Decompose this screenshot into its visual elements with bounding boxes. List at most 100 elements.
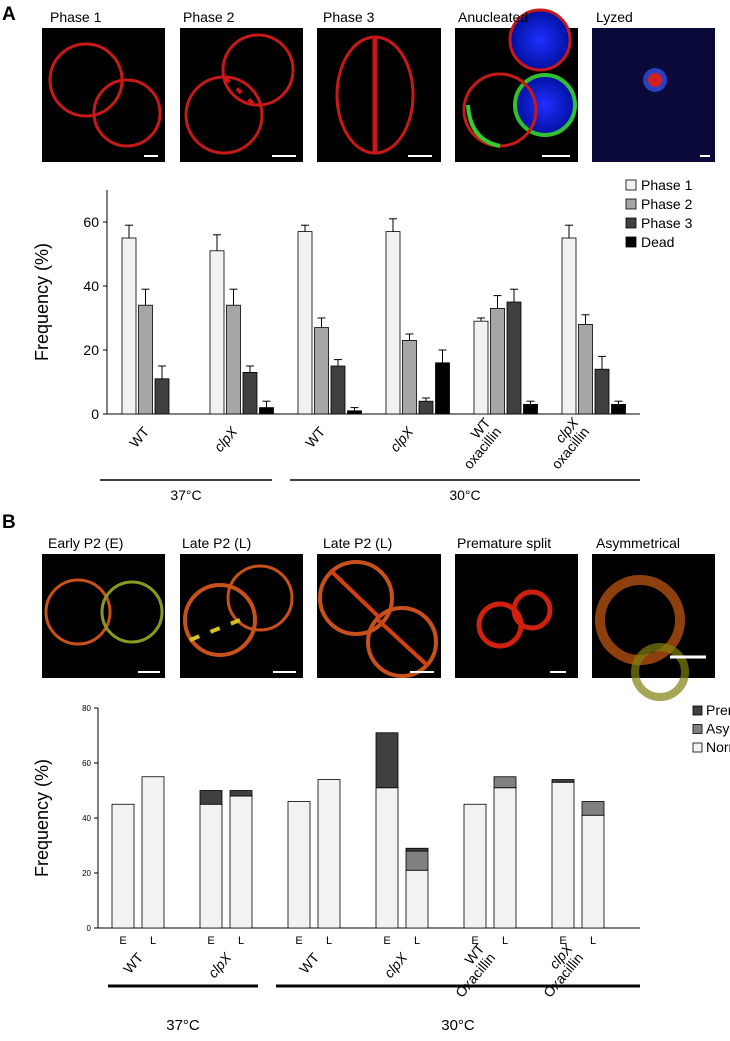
x-tick-label: E: [119, 935, 126, 947]
legend-label: Asymmetrical: [706, 721, 730, 737]
bar: [385, 231, 401, 415]
bar: [259, 407, 274, 415]
x-tick-label: E: [295, 935, 302, 947]
bar-segment: [581, 801, 605, 816]
bar-segment: [229, 795, 253, 929]
x-tick-label: E: [207, 935, 214, 947]
legend-label: Phase 1: [641, 177, 693, 193]
micrograph: [317, 28, 441, 162]
image-label: Phase 3: [323, 9, 375, 25]
legend-swatch: [625, 179, 637, 191]
x-tick-label: E: [471, 935, 478, 947]
error-bar: [493, 295, 502, 309]
bar: [490, 307, 505, 415]
bar: [402, 339, 417, 415]
x-tick-label: L: [414, 935, 420, 947]
micrograph: [42, 554, 165, 678]
error-bar: [438, 349, 447, 363]
bar: [138, 304, 153, 415]
error-bar: [301, 224, 309, 232]
image-label: Anucleated: [458, 9, 528, 25]
legend-label: Premature split: [706, 702, 730, 718]
x-group-label: clpX: [381, 949, 411, 981]
error-bar: [229, 288, 238, 306]
bar: [209, 250, 225, 415]
bar-segment: [229, 790, 253, 797]
x-tick-label: WT: [120, 949, 147, 976]
legend-swatch: [692, 724, 703, 734]
bar-segment: [405, 847, 429, 852]
y-axis-label: Frequency (%): [32, 243, 52, 361]
x-tick-label: L: [590, 935, 596, 947]
image-label: Early P2 (E): [48, 535, 123, 551]
image-label: Lyzed: [596, 9, 633, 25]
legend-swatch: [625, 217, 637, 229]
bar-segment: [375, 787, 399, 929]
y-tick-label: 40: [83, 278, 99, 294]
bar: [121, 237, 137, 415]
bar-segment: [141, 776, 165, 929]
bar: [435, 362, 450, 415]
bar: [473, 320, 489, 415]
bar: [297, 231, 313, 415]
image-labels: Phase 1 Phase 2 Phase 3 Anucleated Lyzed…: [48, 9, 680, 551]
legend-label: Dead: [641, 234, 674, 250]
error-bar: [246, 365, 254, 373]
bar: [506, 301, 522, 415]
bar-segment: [405, 850, 429, 871]
error-bar: [477, 317, 485, 322]
bar: [523, 403, 538, 415]
bar-segment: [493, 776, 517, 789]
bar-segment: [111, 803, 135, 929]
bar: [418, 400, 434, 415]
bar: [347, 410, 362, 415]
x-tick-label: E: [559, 935, 566, 947]
error-bar: [598, 355, 606, 370]
x-group-label: WT: [296, 949, 323, 976]
micrograph: [455, 554, 578, 678]
image-label: Asymmetrical: [596, 535, 680, 551]
bar: [594, 368, 610, 415]
image-label: Premature split: [457, 535, 551, 551]
x-tick-label: E: [383, 935, 390, 947]
panel-label: B: [2, 512, 16, 533]
error-bar: [526, 400, 535, 405]
legend-label: Normal: [706, 739, 730, 755]
bar: [314, 327, 329, 415]
x-tick-label: L: [326, 935, 332, 947]
image-label: Late P2 (L): [323, 535, 392, 551]
group-label: 37°C: [170, 487, 201, 503]
image-label: Phase 2: [183, 9, 235, 25]
bar-segment: [551, 781, 575, 929]
y-axis-label: Frequency (%): [32, 759, 52, 877]
panel-label: A: [2, 4, 16, 25]
error-bar: [141, 288, 150, 306]
y-tick-label: 60: [83, 214, 99, 230]
micrograph: [42, 28, 165, 162]
y-tick-label: 60: [82, 759, 91, 768]
bar-segment: [551, 779, 575, 783]
error-bar: [213, 234, 221, 251]
bar: [154, 378, 170, 415]
bar: [242, 371, 258, 415]
x-tick-label: WT: [126, 423, 153, 450]
error-bar: [581, 314, 590, 325]
legend-label: Phase 3: [641, 215, 693, 231]
error-bar: [422, 397, 430, 402]
x-tick-label: clpX: [387, 423, 417, 455]
x-tick-label: L: [502, 935, 508, 947]
error-bar: [125, 224, 133, 238]
image-label: Phase 1: [50, 9, 102, 25]
micrograph: [180, 28, 303, 162]
group-label: 37°C: [166, 1017, 200, 1034]
micrograph: [455, 8, 578, 162]
y-tick-label: 0: [91, 406, 99, 422]
legend-swatch: [625, 236, 637, 248]
bar: [330, 365, 346, 415]
x-tick-label: clpX: [211, 423, 241, 455]
